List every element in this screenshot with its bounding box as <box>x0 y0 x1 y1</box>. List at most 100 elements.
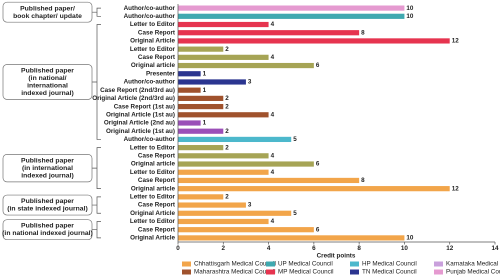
category-label: Original Article <box>130 210 175 217</box>
legend-swatch <box>182 269 191 275</box>
value-label: 4 <box>271 21 275 28</box>
bar <box>178 30 360 36</box>
legend-label: MP Medical Council <box>278 269 334 276</box>
value-label: 2 <box>225 46 229 53</box>
value-label: 2 <box>225 95 229 102</box>
group-label: international <box>27 83 68 90</box>
bar <box>178 87 201 93</box>
value-label: 5 <box>293 136 297 143</box>
group-bracket <box>92 221 101 239</box>
legend-swatch <box>350 269 359 275</box>
legend-swatch <box>182 261 191 267</box>
group-label: (in state indexed journal) <box>7 206 87 213</box>
category-label: Case Report <box>138 177 176 184</box>
group-label: (in international <box>22 165 73 172</box>
group-box <box>2 154 93 183</box>
bar <box>178 194 224 200</box>
value-label: 10 <box>406 235 414 242</box>
bar <box>178 136 292 143</box>
bar <box>178 169 269 175</box>
bar <box>178 21 269 28</box>
value-label: 12 <box>452 185 460 192</box>
group-label: (in national/ <box>28 75 66 82</box>
legend-label: HP Medical Council <box>362 261 417 268</box>
legend-swatch <box>350 261 359 267</box>
value-label: 8 <box>361 29 365 36</box>
category-label: Letter to Editor <box>130 46 176 53</box>
group-box <box>2 64 93 100</box>
x-tick-label: 6 <box>312 245 316 252</box>
bar <box>178 120 201 126</box>
bar <box>178 95 224 101</box>
value-label: 2 <box>225 128 229 135</box>
value-label: 2 <box>225 194 229 201</box>
category-label: Author/co-author <box>124 136 176 143</box>
x-tick-label: 0 <box>176 245 180 252</box>
bar <box>178 202 246 208</box>
legend-swatch <box>434 261 443 267</box>
bar <box>178 112 269 118</box>
legend-label: Karnataka Medical Council <box>446 261 500 268</box>
bar <box>178 186 450 192</box>
value-label: 1 <box>203 70 207 77</box>
category-label: Case Report <box>138 226 176 233</box>
value-label: 2 <box>225 103 229 110</box>
value-label: 4 <box>271 152 275 159</box>
category-label: Presenter <box>146 70 176 77</box>
category-label: Original Article (2nd au) <box>104 120 175 127</box>
category-label: Letter to Editor <box>130 21 176 28</box>
legend-swatch <box>434 269 443 275</box>
group-label: indexed journal) <box>21 90 74 97</box>
value-label: 6 <box>316 62 320 69</box>
value-label: 3 <box>248 202 252 209</box>
category-label: Letter to Editor <box>130 144 176 151</box>
x-tick-label: 12 <box>446 245 454 252</box>
group-label: Published paper <box>21 157 74 164</box>
x-tick-label: 2 <box>222 245 226 252</box>
category-label: Author/co-author <box>124 5 176 12</box>
category-label: Letter to Editor <box>130 194 176 201</box>
category-label: Original article <box>131 185 176 192</box>
bar <box>178 62 314 69</box>
bar <box>178 38 450 44</box>
group-label: indexed journal) <box>21 172 74 179</box>
category-label: Case Report (2nd/3rd au) <box>100 87 175 94</box>
value-label: 5 <box>293 210 297 217</box>
value-label: 4 <box>271 218 275 225</box>
group-label: book chapter/ update <box>13 13 82 20</box>
bar <box>178 103 224 110</box>
category-label: Author/co-author <box>124 13 176 20</box>
category-label: Case Report <box>138 152 176 159</box>
category-label: Original Article <box>130 38 175 45</box>
category-label: Case Report (1st au) <box>114 103 175 110</box>
bar <box>178 218 269 225</box>
group-bracket <box>92 24 101 140</box>
legend-label: TN Medical Council <box>362 269 417 276</box>
value-label: 1 <box>203 120 207 127</box>
bar <box>178 46 224 52</box>
value-label: 12 <box>452 38 460 45</box>
legend-label: Maharashtra Medical Council <box>194 269 276 276</box>
group-label: Published paper/ <box>20 5 75 12</box>
bar <box>178 54 269 60</box>
x-axis-title: Credit points <box>317 253 356 260</box>
x-tick-label: 10 <box>401 245 409 252</box>
group-box <box>2 219 93 241</box>
bar <box>178 128 224 134</box>
value-label: 6 <box>316 226 320 233</box>
category-label: Case Report <box>138 202 176 209</box>
group-bracket <box>92 7 101 17</box>
legend-label: Punjab Medical Council <box>446 269 500 276</box>
bar <box>178 235 405 241</box>
category-label: Case Report <box>138 54 176 61</box>
value-label: 2 <box>225 144 229 151</box>
bar <box>178 71 201 77</box>
category-label: Letter to Editor <box>130 218 176 225</box>
value-label: 8 <box>361 177 365 184</box>
category-label: Original Article (1st au) <box>106 128 175 135</box>
group-label: Published paper <box>21 198 74 205</box>
bar <box>178 79 246 85</box>
category-label: Original Article <box>130 235 175 242</box>
category-label: Case Report <box>138 29 176 36</box>
